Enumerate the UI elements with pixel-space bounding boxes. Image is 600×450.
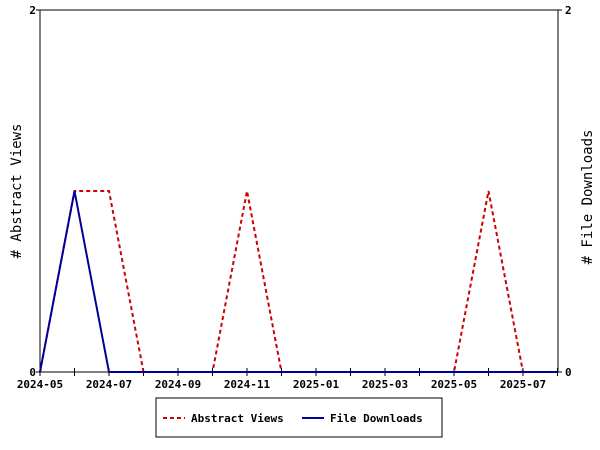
right-y-axis-title: # File Downloads (580, 130, 596, 265)
legend: Abstract Views File Downloads (155, 397, 443, 438)
plot-frame (39, 9, 559, 373)
x-tick-label: 2024-09 (155, 378, 201, 391)
left-y-axis: 02 (29, 4, 40, 379)
series-line-file-downloads (39, 190, 558, 373)
x-tick-label: 2025-01 (293, 378, 340, 391)
right-y-axis: 02 (558, 4, 572, 379)
x-tick-label: 2024-07 (86, 378, 132, 391)
left-y-axis-title: # Abstract Views (9, 124, 25, 259)
left-y-tick-label: 0 (29, 366, 36, 379)
legend-label-abstract-views: Abstract Views (191, 412, 284, 425)
x-tick-label: 2025-05 (431, 378, 477, 391)
right-y-tick-label: 2 (565, 4, 572, 17)
legend-label-file-downloads: File Downloads (330, 412, 423, 425)
x-axis: 2024-05 2024-07 2024-09 2024-11 2025-01 2025-… (17, 368, 558, 391)
series-layer (39, 190, 558, 373)
legend-box (155, 397, 443, 438)
left-y-tick-label: 2 (29, 4, 36, 17)
x-tick-label: 2025-03 (362, 378, 408, 391)
x-tick-label: 2024-05 (17, 378, 63, 391)
x-tick-label: 2025-07 (500, 378, 546, 391)
right-y-tick-label: 0 (565, 366, 572, 379)
x-tick-label: 2024-11 (224, 378, 271, 391)
series-line-abstract-views (39, 190, 558, 373)
